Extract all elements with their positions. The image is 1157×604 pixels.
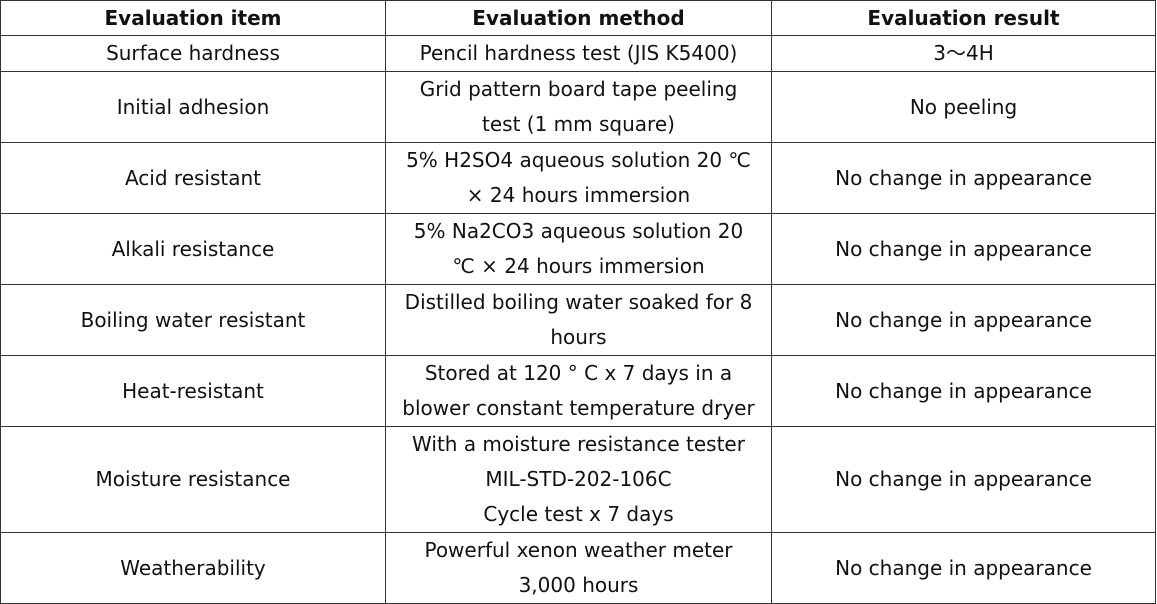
header-evaluation-method: Evaluation method: [385, 0, 772, 36]
method-line: 3,000 hours: [518, 573, 639, 597]
table-row: Heat-resistant Stored at 120 ° C x 7 day…: [0, 355, 1156, 427]
method-line: test (1 mm square): [482, 112, 675, 136]
method-line: 5% H2SO4 aqueous solution 20 ℃: [406, 148, 751, 172]
table-row: Moisture resistance With a moisture resi…: [0, 426, 1156, 533]
method-line: × 24 hours immersion: [466, 183, 691, 207]
item-cell: Moisture resistance: [0, 426, 386, 533]
method-line: blower constant temperature dryer: [402, 396, 755, 420]
method-line: Pencil hardness test (JIS K5400): [419, 41, 738, 65]
method-cell: Grid pattern board tape peeling test (1 …: [385, 71, 772, 143]
method-line: MIL-STD-202-106C: [485, 467, 672, 491]
table-row: Initial adhesion Grid pattern board tape…: [0, 71, 1156, 143]
method-line: hours: [550, 325, 607, 349]
result-cell: No change in appearance: [771, 284, 1156, 356]
item-cell: Initial adhesion: [0, 71, 386, 143]
method-cell: With a moisture resistance tester MIL-ST…: [385, 426, 772, 533]
table-row: Surface hardness Pencil hardness test (J…: [0, 35, 1156, 72]
method-cell: Pencil hardness test (JIS K5400): [385, 35, 772, 72]
method-cell: 5% H2SO4 aqueous solution 20 ℃ × 24 hour…: [385, 142, 772, 214]
item-cell: Weatherability: [0, 532, 386, 604]
item-cell: Acid resistant: [0, 142, 386, 214]
method-line: Stored at 120 ° C x 7 days in a: [424, 361, 733, 385]
method-line: 5% Na2CO3 aqueous solution 20: [413, 219, 744, 243]
result-cell: No peeling: [771, 71, 1156, 143]
item-cell: Alkali resistance: [0, 213, 386, 285]
result-cell: No change in appearance: [771, 355, 1156, 427]
result-cell: No change in appearance: [771, 532, 1156, 604]
item-cell: Surface hardness: [0, 35, 386, 72]
result-cell: No change in appearance: [771, 142, 1156, 214]
table-row: Alkali resistance 5% Na2CO3 aqueous solu…: [0, 213, 1156, 285]
method-line: Powerful xenon weather meter: [424, 538, 733, 562]
method-line: Grid pattern board tape peeling: [419, 77, 738, 101]
result-cell: No change in appearance: [771, 213, 1156, 285]
method-line: Cycle test x 7 days: [483, 502, 674, 526]
method-line: Distilled boiling water soaked for 8: [404, 290, 753, 314]
result-cell: No change in appearance: [771, 426, 1156, 533]
method-line: ℃ × 24 hours immersion: [452, 254, 705, 278]
method-line: With a moisture resistance tester: [412, 432, 745, 456]
table-row: Boiling water resistant Distilled boilin…: [0, 284, 1156, 356]
header-row: Evaluation item Evaluation method Evalua…: [0, 0, 1156, 36]
item-cell: Heat-resistant: [0, 355, 386, 427]
result-cell: 3～4H: [771, 35, 1156, 72]
method-cell: Stored at 120 ° C x 7 days in a blower c…: [385, 355, 772, 427]
method-cell: Powerful xenon weather meter 3,000 hours: [385, 532, 772, 604]
header-evaluation-item: Evaluation item: [0, 0, 386, 36]
method-cell: 5% Na2CO3 aqueous solution 20 ℃ × 24 hou…: [385, 213, 772, 285]
header-evaluation-result: Evaluation result: [771, 0, 1156, 36]
table-row: Weatherability Powerful xenon weather me…: [0, 532, 1156, 604]
item-cell: Boiling water resistant: [0, 284, 386, 356]
table-row: Acid resistant 5% H2SO4 aqueous solution…: [0, 142, 1156, 214]
method-cell: Distilled boiling water soaked for 8 hou…: [385, 284, 772, 356]
